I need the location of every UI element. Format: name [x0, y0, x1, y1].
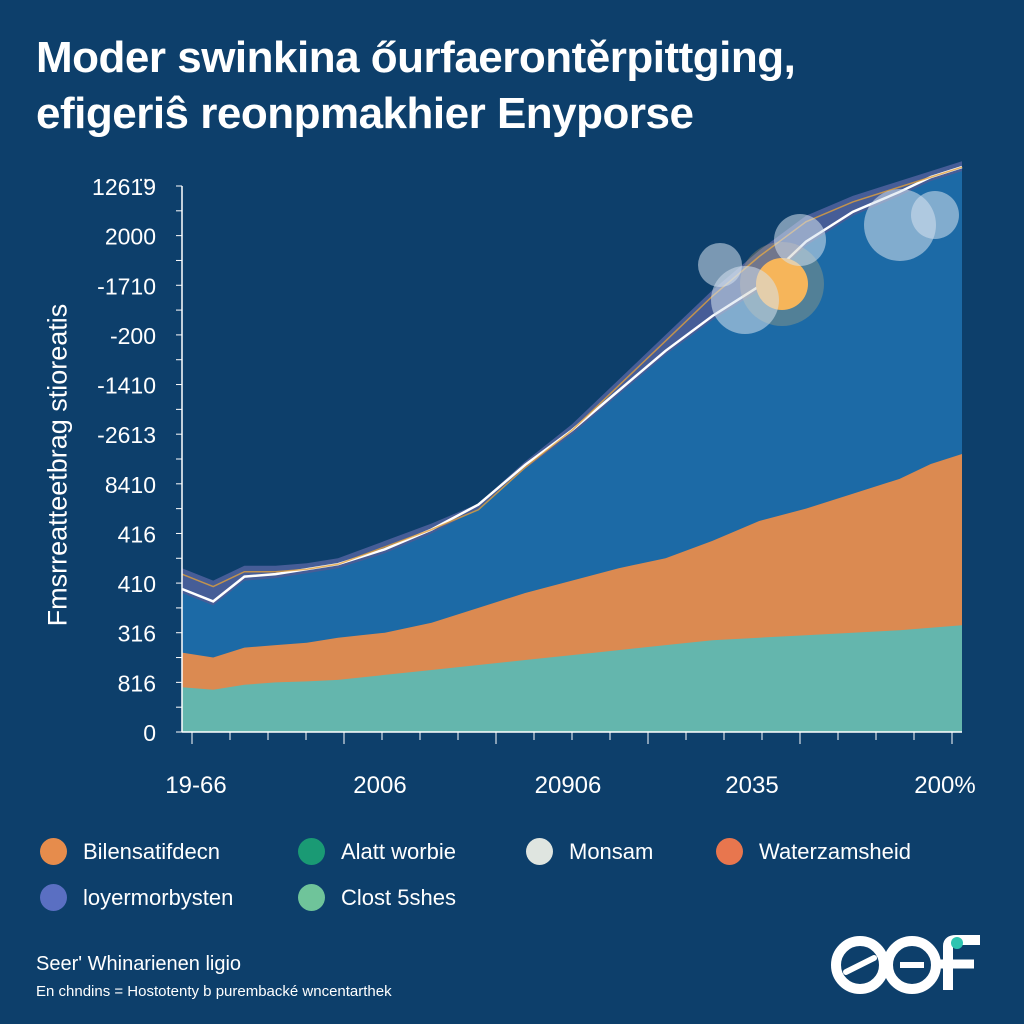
- area-series: [182, 625, 962, 732]
- legend-label: Bilensatifdecn: [83, 838, 220, 864]
- legend-item: Bilensatifdecn: [40, 838, 220, 865]
- legend-label: Clost 5shes: [341, 884, 456, 910]
- y-tick-label: -2613: [97, 422, 156, 448]
- legend-item: Waterzamsheid: [716, 838, 911, 865]
- y-tick-label: -1410: [97, 373, 156, 399]
- y-tick-label: 1261̈9: [92, 174, 156, 200]
- legend-label: Alatt worbie: [341, 838, 456, 864]
- legend-swatch: [298, 884, 325, 911]
- legend-item: Clost 5shes: [298, 884, 456, 911]
- title-line-2: efigeriŝ reonpmakhier Enyporse: [36, 89, 694, 138]
- x-tick-label: 20906: [535, 772, 602, 799]
- legend-swatch: [716, 838, 743, 865]
- legend: Bilensatifdecn Alatt worbie Monsam Water…: [40, 838, 1000, 928]
- y-tick-label: -200: [110, 323, 156, 349]
- legend-label: Monsam: [569, 838, 654, 864]
- y-tick-label: 8410: [105, 472, 156, 498]
- legend-item: Monsam: [526, 838, 653, 865]
- y-tick-label: 410: [118, 571, 156, 597]
- legend-swatch: [40, 884, 67, 911]
- legend-item: Alatt worbie: [298, 838, 456, 865]
- y-tick-label: 2000: [105, 224, 156, 250]
- legend-label: Waterzamsheid: [759, 838, 912, 864]
- y-tick-label: 816: [118, 670, 156, 696]
- y-tick-label: 316: [118, 621, 156, 647]
- x-tick-label: 19-66: [165, 772, 226, 799]
- y-tick-label: 416: [118, 521, 156, 547]
- legend-swatch: [298, 838, 325, 865]
- legend-label: loyermorbysten: [83, 884, 234, 910]
- brand-logo: [831, 935, 980, 994]
- x-tick-label: 2006: [353, 772, 406, 799]
- cloud-icon: [911, 191, 959, 239]
- series-line: [181, 165, 963, 603]
- y-tick-label: 0: [143, 720, 156, 746]
- legend-item: loyermorbysten: [40, 884, 233, 911]
- cloud-icon: [698, 243, 742, 287]
- legend-swatch: [526, 838, 553, 865]
- source-note: Seer' Whinarienen ligio: [36, 953, 242, 975]
- logo-accent: [951, 937, 963, 949]
- series-line: [181, 166, 963, 588]
- title-line-1: Moder swinkina őurfaerontěrpittging,: [36, 33, 796, 82]
- x-tick-label: 2035: [725, 772, 778, 799]
- cloud-icon: [774, 214, 826, 266]
- y-tick-label: -1710: [97, 273, 156, 299]
- chart-title: Moder swinkina őurfaerontěrpittging, efi…: [36, 30, 996, 142]
- source-detail: En chndins = Hostotenty b purembacké wnc…: [36, 983, 392, 1000]
- y-axis-label: Fmsrreatteetbrag stioreatis: [42, 303, 73, 627]
- x-tick-label: 200%: [914, 772, 975, 799]
- legend-swatch: [40, 838, 67, 865]
